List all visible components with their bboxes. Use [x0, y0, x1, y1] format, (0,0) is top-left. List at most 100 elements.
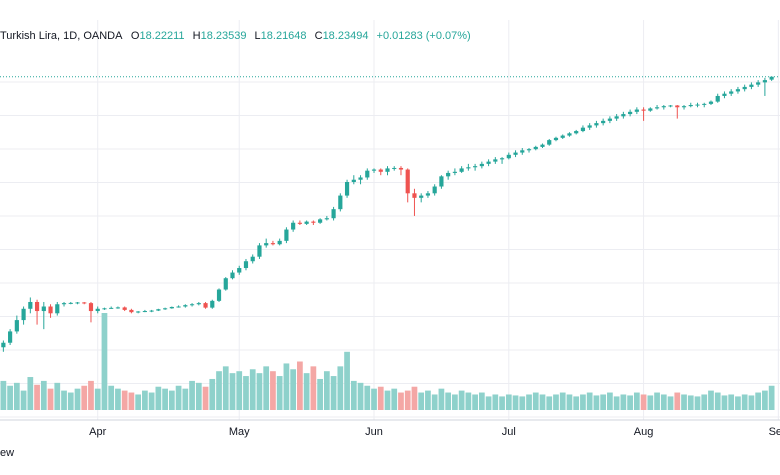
open-value: 18.22211 [139, 30, 185, 42]
high-key: H [192, 30, 201, 42]
candle-body [331, 209, 336, 219]
candle-body [661, 106, 666, 108]
volume-bar [236, 371, 243, 410]
low-value: 18.21648 [260, 30, 307, 42]
candle-body [95, 308, 100, 312]
volume-bar [101, 313, 108, 410]
volume-bar [168, 390, 175, 410]
candle-body [722, 93, 727, 96]
volume-bar [458, 390, 465, 410]
volume-bar [741, 394, 748, 410]
candle-body [176, 306, 181, 308]
candle-body [257, 245, 262, 257]
volume-bar [108, 385, 115, 410]
candle-body [688, 105, 693, 107]
volume-bar [431, 394, 438, 410]
candle-body [223, 278, 228, 290]
candle-body [142, 311, 147, 313]
candle-body [122, 307, 127, 310]
candle-body [371, 169, 377, 171]
volume-bar [67, 392, 74, 410]
candle-body [163, 308, 168, 310]
volume-bar [472, 394, 478, 410]
candle-body [499, 158, 505, 160]
volume-bar [290, 369, 297, 410]
volume-bar [34, 384, 40, 410]
volume-bar [276, 376, 283, 410]
volume-bar [667, 396, 674, 410]
candle-body [230, 272, 235, 279]
volume-bar [189, 380, 195, 410]
volume-bar [121, 390, 128, 410]
volume-bar [148, 392, 155, 410]
candle-body [378, 169, 383, 172]
low-key: L [254, 30, 261, 42]
candle-body [628, 111, 633, 115]
candle-body [432, 186, 437, 194]
candle-body [533, 146, 538, 150]
candle-body [351, 179, 356, 182]
candle-body [580, 127, 586, 132]
candle-body [264, 243, 269, 246]
volume-bar [13, 382, 20, 410]
volume-bar [337, 366, 344, 410]
volume-bar [297, 361, 303, 410]
candle-body [358, 177, 363, 180]
candle-body [55, 304, 60, 314]
candle-body [769, 76, 774, 80]
candle-body [216, 289, 222, 301]
candle-body [614, 116, 619, 119]
candle-body [466, 167, 471, 169]
candle-body [156, 309, 161, 311]
volume-bar [303, 373, 310, 410]
volume-bar [135, 394, 142, 410]
candle-body [68, 302, 73, 304]
volume-bar [499, 396, 505, 410]
candle-body [675, 105, 680, 108]
x-tick-label: Aug [634, 426, 654, 438]
volume-bar [721, 395, 728, 410]
candle-body [729, 91, 734, 94]
candle-body [459, 168, 464, 172]
volume-bar [128, 392, 135, 410]
x-tick-label: Apr [89, 426, 106, 438]
volume-bar [0, 380, 7, 410]
candle-body [452, 171, 457, 173]
volume-bar [519, 396, 526, 410]
volume-bar [209, 378, 216, 410]
candle-body [641, 109, 646, 111]
candle-body [311, 221, 316, 223]
volume-bar [445, 392, 452, 410]
volume-bar [640, 394, 647, 410]
volume-bar [74, 388, 81, 410]
volume-bar [222, 366, 229, 410]
volume-bar [654, 392, 660, 410]
x-tick-label: Jul [502, 426, 516, 438]
volume-bar [748, 395, 755, 410]
candle-body [237, 268, 242, 273]
candle-body [304, 221, 309, 224]
candle-body [594, 123, 599, 126]
volume-bar [142, 390, 148, 410]
candle-body [479, 163, 484, 167]
candle-body [560, 135, 565, 138]
candle-body [365, 170, 370, 178]
volume-bar [94, 388, 101, 410]
volume-bar [465, 392, 472, 410]
candle-body [412, 193, 417, 198]
candle-body [398, 167, 404, 170]
volume-bar [155, 386, 162, 410]
volume-bar [61, 390, 67, 410]
volume-bar [364, 385, 371, 410]
volume-bar [384, 390, 391, 410]
candle-body [553, 137, 559, 141]
candle-body [291, 222, 296, 230]
volume-bar [708, 390, 714, 410]
close-key: C [314, 30, 323, 42]
brand-watermark: ew [0, 447, 15, 459]
candle-body [149, 310, 154, 312]
candle-body [14, 320, 19, 332]
volume-bar [391, 388, 398, 410]
